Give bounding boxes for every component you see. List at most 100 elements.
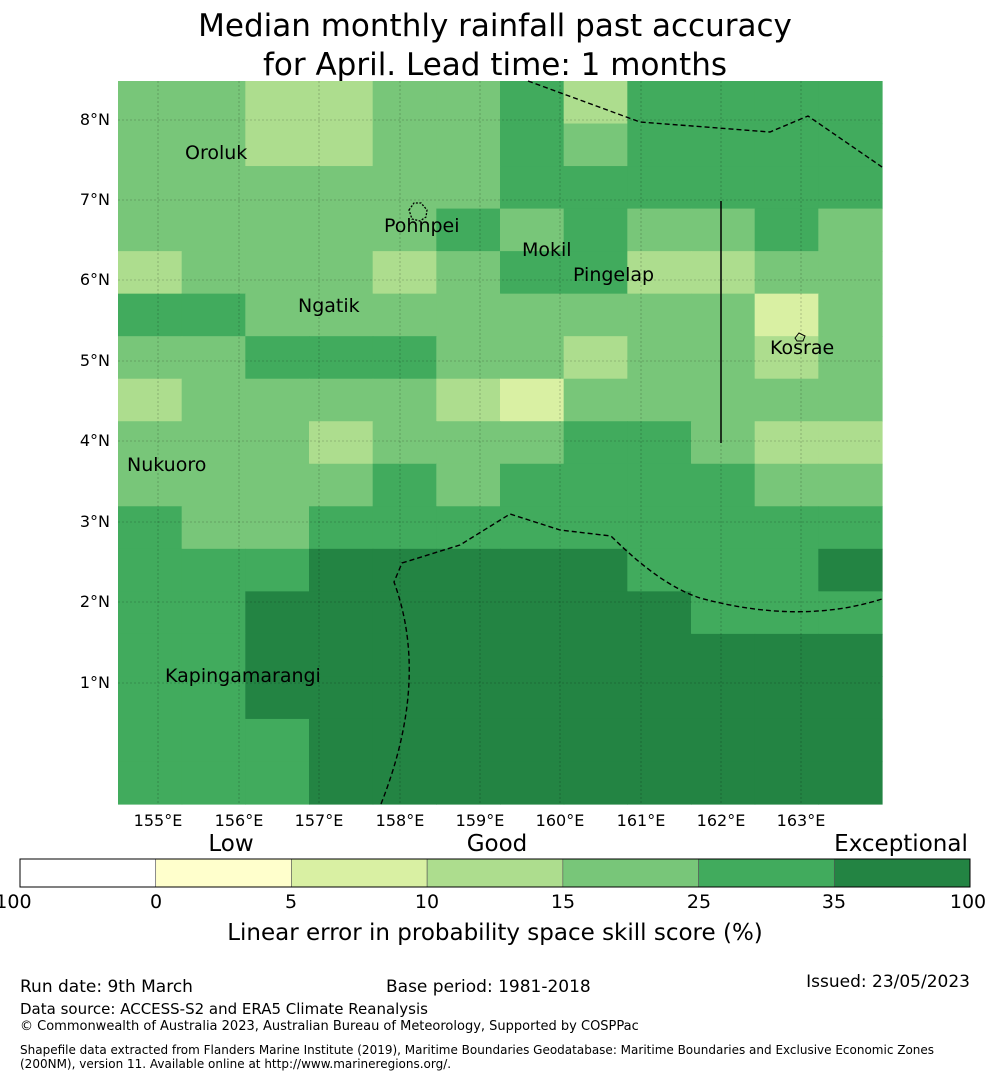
skill-cell: [627, 251, 692, 295]
colorbar-segment: [426, 858, 564, 888]
place-label-pohnpei: Pohnpei: [384, 215, 460, 237]
skill-cell: [500, 336, 565, 380]
skill-cell: [436, 81, 501, 125]
skill-cell: [818, 378, 883, 422]
skill-cell: [372, 293, 437, 337]
skill-cell: [500, 421, 565, 465]
skill-cell: [118, 336, 183, 380]
skill-cell: [754, 208, 819, 252]
skill-cell: [245, 506, 310, 550]
skill-cell: [181, 548, 246, 592]
skill-cell: [436, 506, 501, 550]
skill-cell: [691, 293, 756, 337]
lat-label-8n: 8°N: [79, 110, 110, 129]
skill-cell: [245, 718, 310, 763]
skill-cell: [245, 676, 310, 720]
skill-cell: [754, 251, 819, 295]
place-label-pingelap: Pingelap: [573, 264, 655, 286]
skill-cell: [627, 421, 692, 465]
skill-cell: [436, 421, 501, 465]
skill-cell: [245, 421, 310, 465]
skill-cell: [245, 81, 310, 125]
skill-cell: [500, 506, 565, 550]
skill-cell: [818, 548, 883, 592]
skill-cell: [436, 293, 501, 337]
skill-cell: [245, 166, 310, 210]
skill-cell: [309, 718, 374, 763]
colorbar-segment: [155, 858, 292, 888]
skill-cell: [563, 293, 628, 337]
lon-label-163e: 163°E: [776, 811, 826, 830]
skill-cell: [372, 166, 437, 210]
place-label-ngatik: Ngatik: [298, 295, 360, 317]
skill-cell: [563, 166, 628, 210]
place-label-mokil: Mokil: [522, 239, 572, 261]
skill-cell: [691, 676, 756, 720]
skill-cell: [309, 336, 374, 380]
colorbar-tick-10: 10: [414, 891, 440, 913]
colorbar-segment: [562, 858, 699, 888]
skill-cell: [818, 421, 883, 465]
skill-cell: [181, 633, 246, 678]
skill-cell: [245, 123, 310, 167]
skill-cell: [691, 81, 756, 125]
skill-cell: [627, 718, 692, 763]
skill-cell: [691, 251, 756, 295]
skill-cell: [309, 81, 374, 125]
skill-cell: [118, 293, 183, 337]
skill-cell: [691, 463, 756, 507]
skill-cell: [563, 123, 628, 167]
skill-cell: [563, 421, 628, 465]
skill-cell: [372, 336, 437, 380]
skill-cell: [691, 378, 756, 422]
skill-cell: [309, 251, 374, 295]
skill-cell: [754, 548, 819, 592]
colorbar: [19, 858, 971, 888]
skill-cell: [118, 506, 183, 550]
skill-cell: [500, 166, 565, 210]
skill-cell: [181, 591, 246, 635]
skill-cell: [818, 293, 883, 337]
skill-cell: [372, 718, 437, 763]
colorbar-segment: [698, 858, 835, 888]
skill-cell: [309, 633, 374, 678]
skill-cell: [754, 591, 819, 635]
skill-cell: [563, 251, 628, 295]
skill-cell: [118, 421, 183, 465]
skill-cell: [372, 463, 437, 507]
colorbar-tick-5: 5: [284, 891, 298, 913]
skill-cell: [754, 676, 819, 720]
skill-cell: [436, 123, 501, 167]
skill-cell: [754, 506, 819, 550]
colorbar-heading-low: Low: [208, 831, 254, 857]
skill-cell: [309, 548, 374, 592]
place-label-kapingamarangi: Kapingamarangi: [165, 665, 321, 687]
skill-cell: [181, 506, 246, 550]
skill-cell: [563, 336, 628, 380]
skill-cell: [309, 421, 374, 465]
skill-cell: [181, 293, 246, 337]
skill-cell: [118, 166, 183, 210]
skill-cell: [436, 548, 501, 592]
skill-cell: [754, 718, 819, 763]
skill-cell: [245, 761, 310, 805]
skill-cell: [691, 761, 756, 805]
skill-cell: [563, 761, 628, 805]
base-period: Base period: 1981-2018: [386, 977, 591, 997]
skill-cell: [563, 633, 628, 678]
skill-cell: [118, 761, 183, 805]
skill-cell: [245, 548, 310, 592]
map-title-line-1: Median monthly rainfall past accuracy: [198, 8, 792, 44]
place-label-nukuoro: Nukuoro: [127, 454, 207, 476]
place-label-kosrae: Kosrae: [770, 337, 835, 359]
skill-cell: [309, 506, 374, 550]
skill-cell: [436, 336, 501, 380]
skill-cell: [309, 463, 374, 507]
skill-cell: [118, 123, 183, 167]
skill-cell: [309, 166, 374, 210]
skill-cell: [627, 506, 692, 550]
skill-cell: [372, 676, 437, 720]
skill-cell: [691, 166, 756, 210]
skill-cell: [627, 81, 692, 125]
